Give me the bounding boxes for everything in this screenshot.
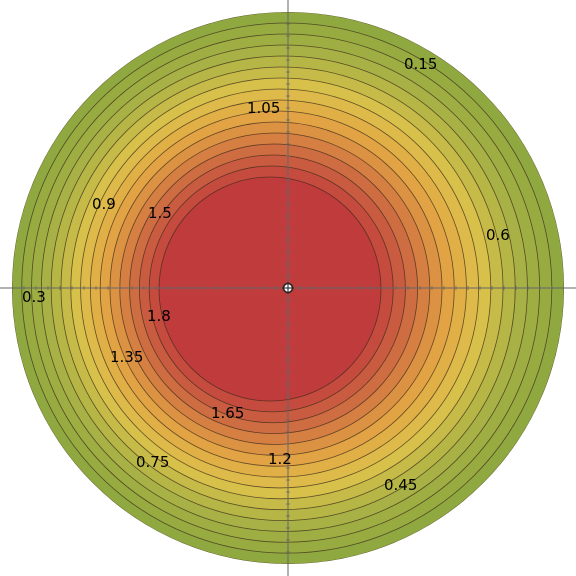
contour-label-1.8: 1.8 [147,307,171,325]
contour-label-1.5: 1.5 [148,204,172,222]
contour-label-0.75: 0.75 [136,453,169,471]
contour-label-0.3: 0.3 [22,288,46,306]
center-marker [282,282,294,294]
axis-ticks [23,23,553,553]
contour-labels: 0.15 1.05 0.9 1.5 0.6 0.3 1.8 1.35 1.65 … [22,55,510,494]
contour-label-1.65: 1.65 [211,404,244,422]
contour-label-1.2: 1.2 [268,450,292,468]
contour-label-0.6: 0.6 [486,226,510,244]
contour-label-0.9: 0.9 [92,195,116,213]
contour-band-15 [158,176,382,402]
contour-label-1.35: 1.35 [110,348,143,366]
contour-label-1.05: 1.05 [247,99,280,117]
contour-label-0.15: 0.15 [404,55,437,73]
contour-label-0.45: 0.45 [384,476,417,494]
